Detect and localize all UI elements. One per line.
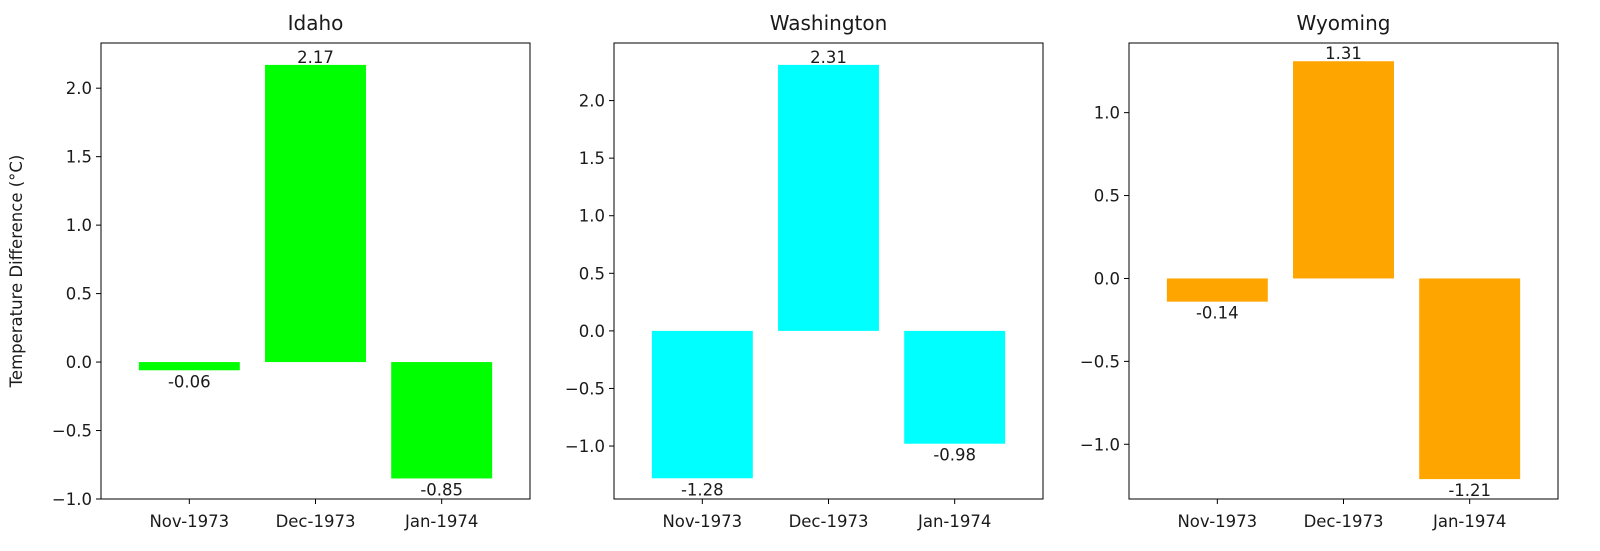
- y-tick-label: 1.0: [1094, 104, 1120, 123]
- y-tick-label: 0.0: [1094, 269, 1120, 288]
- x-tick-label: Nov-1973: [149, 512, 229, 531]
- bar-nov-1973: [1166, 278, 1268, 302]
- y-tick-label: 0.0: [66, 353, 92, 372]
- y-axis-label: Temperature Difference (°C): [7, 155, 26, 389]
- y-tick-label: 0.5: [66, 285, 92, 304]
- x-tick-label: Jan-1974: [917, 512, 991, 531]
- x-tick-label: Nov-1973: [662, 512, 742, 531]
- y-tick-label: 0.0: [579, 322, 605, 341]
- bar-jan-1974: [391, 362, 493, 479]
- x-tick-label: Dec-1973: [1304, 512, 1384, 531]
- y-tick-label: 1.5: [579, 149, 605, 168]
- bar-dec-1973: [265, 64, 366, 363]
- bar-value-label: 1.31: [1325, 44, 1362, 63]
- bar-jan-1974: [1419, 278, 1521, 480]
- y-tick-label: −1.0: [52, 490, 92, 509]
- y-tick-label: 1.0: [66, 216, 92, 235]
- bar-nov-1973: [651, 330, 753, 479]
- bar-value-label: 2.17: [297, 48, 334, 67]
- y-tick-label: 2.0: [579, 92, 605, 111]
- x-tick-label: Nov-1973: [1177, 512, 1257, 531]
- panel-title: Washington: [770, 11, 888, 35]
- y-tick-label: 2.0: [66, 79, 92, 98]
- bar-value-label: -0.98: [933, 446, 976, 465]
- bar-value-label: -0.06: [168, 372, 211, 391]
- bar-value-label: -1.28: [681, 480, 724, 499]
- bar-value-label: -0.85: [420, 480, 463, 499]
- y-tick-label: −1.0: [565, 437, 605, 456]
- x-tick-label: Dec-1973: [789, 512, 869, 531]
- x-tick-label: Dec-1973: [276, 512, 356, 531]
- bar-value-label: 2.31: [810, 48, 847, 67]
- y-tick-label: −0.5: [565, 379, 605, 398]
- y-tick-label: −0.5: [52, 422, 92, 441]
- bar-nov-1973: [138, 362, 240, 371]
- bar-value-label: -0.14: [1196, 304, 1239, 323]
- panel-title: Idaho: [288, 11, 344, 35]
- bar-dec-1973: [1293, 61, 1394, 279]
- x-tick-label: Jan-1974: [404, 512, 478, 531]
- panel-washington: -1.28 2.31 -0.98 −1.0 −0.5 0.0 0.5 1.0 1.5 2.0 Nov…: [565, 11, 1044, 531]
- panel-idaho: -0.06 2.17 -0.85 −1.0 −0.5 0.0 0.5 1.0 1.5 2.0 Nov…: [7, 11, 531, 531]
- y-tick-label: 1.0: [579, 207, 605, 226]
- y-tick-label: 0.5: [1094, 187, 1120, 206]
- y-tick-label: −1.0: [1080, 435, 1120, 454]
- bar-dec-1973: [778, 64, 879, 331]
- panel-wyoming: -0.14 1.31 -1.21 −1.0 −0.5 0.0 0.5 1.0 Nov-1973 D…: [1080, 11, 1559, 531]
- bar-jan-1974: [904, 330, 1006, 444]
- x-tick-label: Jan-1974: [1432, 512, 1506, 531]
- y-tick-label: 0.5: [579, 264, 605, 283]
- y-tick-label: −0.5: [1080, 352, 1120, 371]
- y-tick-label: 1.5: [66, 148, 92, 167]
- bar-value-label: -1.21: [1448, 481, 1491, 500]
- panel-title: Wyoming: [1297, 11, 1391, 35]
